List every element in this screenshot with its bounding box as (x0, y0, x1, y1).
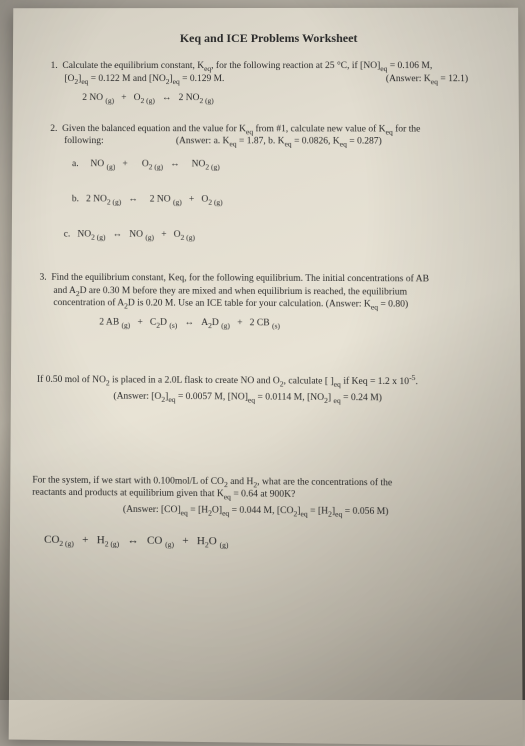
p2-answer: (Answer: a. Keq = 1.87, b. Keq = 0.0826,… (176, 137, 382, 147)
p2c: c. NO2 (g) ↔ NO (g) + O2 (g) (64, 228, 490, 242)
p4-line1: If 0.50 mol of NO2 is placed in a 2.0L f… (37, 374, 490, 390)
p1-num: 1. (51, 61, 58, 71)
problem-3: 3. Find the equilibrium constant, Keq, f… (39, 271, 489, 331)
problem-5: For the system, if we start with 0.100mo… (32, 474, 491, 552)
p4-answer: (Answer: [O2]eq = 0.0057 M, [NO]eq = 0.0… (37, 390, 460, 406)
problem-1: 1. Calculate the equilibrium constant, K… (50, 60, 488, 105)
p5-equation: CO2 (g) + H2 (g) ↔ CO (g) + H2O (g) (44, 533, 491, 552)
worksheet-paper: Keq and ICE Problems Worksheet 1. Calcul… (9, 8, 523, 746)
p5-line2: reactants and products at equilibrium gi… (32, 487, 490, 504)
p1-answer: (Answer: Keq = 12.1) (386, 73, 468, 86)
p3-line1: 3. Find the equilibrium constant, Keq, f… (39, 271, 489, 286)
p2-line2: following: (Answer: a. Keq = 1.87, b. Ke… (50, 135, 488, 149)
worksheet-title: Keq and ICE Problems Worksheet (51, 30, 488, 46)
p1-equation: 2 NO (g) + O2 (g) ↔ 2 NO2 (g) (82, 92, 488, 105)
problem-2: 2. Given the balanced equation and the v… (50, 123, 489, 243)
p3-equation: 2 AB (g) + C2D (s) ↔ A2D (g) + 2 CB (s) (99, 317, 489, 332)
p2b: b. 2 NO2 (g) ↔ 2 NO (g) + O2 (g) (72, 193, 489, 207)
p1-line2: [O2]eq = 0.122 M and [NO2]eq = 0.129 M. … (51, 73, 489, 86)
p5-answer: (Answer: [CO]eq = [H2O]eq = 0.044 M, [CO… (32, 503, 480, 520)
problem-4: If 0.50 mol of NO2 is placed in a 2.0L f… (37, 374, 490, 406)
p2-line1: 2. Given the balanced equation and the v… (50, 123, 488, 136)
p1-line1: 1. Calculate the equilibrium constant, K… (51, 60, 489, 73)
p2-num: 2. (50, 124, 57, 134)
p3-line3: concentration of A2D is 0.20 M. Use an I… (39, 297, 489, 312)
p3-num: 3. (39, 272, 46, 282)
p2a: a. NO (g) + O2 (g) ↔ NO2 (g) (72, 158, 489, 172)
